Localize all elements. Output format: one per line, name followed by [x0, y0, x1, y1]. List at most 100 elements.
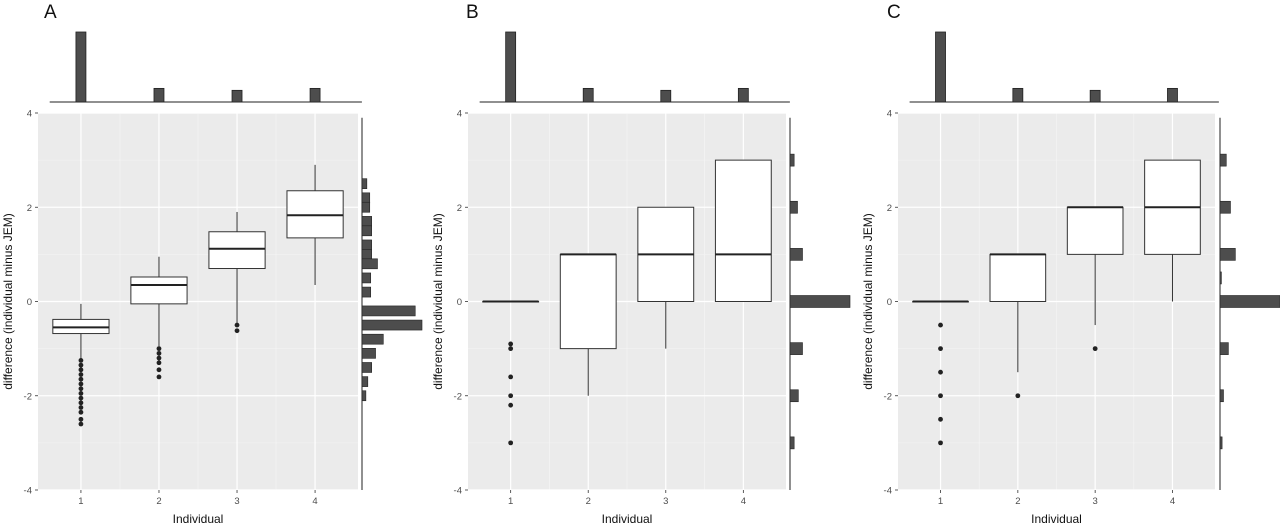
y-tick-label: 2: [887, 203, 892, 214]
side-hist-bar: [361, 348, 376, 359]
outlier-point: [508, 374, 514, 380]
panel-label: C: [887, 2, 901, 23]
outlier-point: [78, 367, 84, 373]
outlier-point: [156, 374, 162, 380]
outlier-point: [78, 386, 84, 392]
side-hist-bar: [1219, 389, 1224, 403]
outlier-point: [78, 390, 84, 396]
y-tick-label: 0: [457, 297, 462, 308]
outlier-point: [508, 341, 514, 347]
x-tick-label: 2: [1015, 496, 1020, 507]
box-1: [912, 300, 969, 446]
side-hist-bar: [1219, 153, 1227, 167]
top-hist-bar: [935, 31, 946, 103]
outlier-point: [938, 393, 943, 399]
box-2: [559, 253, 617, 396]
side-hist-bar: [1219, 248, 1236, 261]
outlier-point: [938, 346, 943, 352]
box-body: [130, 276, 188, 305]
top-hist-bar: [582, 87, 594, 103]
box-4: [714, 159, 772, 302]
top-hist-bar: [1167, 87, 1178, 103]
y-tick-label: 0: [27, 297, 32, 308]
x-axis-title: Individual: [173, 512, 224, 526]
outlier-point: [156, 360, 162, 366]
top-hist-bar: [231, 89, 243, 103]
top-hist-bar: [660, 89, 672, 103]
outlier-point: [938, 369, 943, 375]
top-hist-bar: [1089, 89, 1101, 103]
y-tick-label: 0: [887, 297, 892, 308]
side-hist-bar: [1219, 295, 1280, 308]
y-tick-label: -2: [24, 391, 32, 402]
box-body: [208, 231, 266, 270]
top-hist-bar: [737, 87, 749, 103]
outlier-point: [78, 409, 84, 415]
side-hist-bar: [361, 376, 369, 387]
box-body: [989, 253, 1047, 302]
x-tick-label: 3: [663, 496, 668, 507]
top-hist-bar: [505, 31, 517, 103]
outlier-point: [78, 416, 84, 422]
outlier-point: [508, 402, 514, 408]
outlier-point: [78, 372, 84, 377]
box-body: [559, 253, 617, 350]
side-hist-bar: [789, 389, 799, 403]
box-1: [52, 303, 110, 427]
outlier-point: [1092, 346, 1098, 352]
y-tick-label: -4: [24, 486, 32, 497]
box-2: [989, 253, 1047, 399]
box-3: [208, 211, 266, 334]
box-3: [637, 206, 695, 349]
side-hist-bar: [789, 436, 795, 450]
panel-label: B: [466, 2, 479, 23]
side-hist-bar: [361, 305, 416, 317]
outlier-point: [938, 440, 943, 446]
y-tick-label: 4: [887, 109, 892, 120]
side-hist-bar: [361, 286, 372, 298]
outlier-point: [508, 393, 514, 399]
side-hist-bar: [789, 248, 803, 261]
y-tick-label: 4: [27, 109, 32, 120]
panel-c: C -4 -2 0 2 4 1 2 3 4 Individual difference (indivi…: [861, 2, 1280, 526]
y-tick-label: 2: [457, 203, 462, 214]
side-hist-bar: [361, 178, 368, 189]
outlier-point: [78, 400, 84, 406]
outlier-point: [234, 328, 240, 334]
y-axis-title: difference (individual minus JEM): [861, 213, 875, 390]
side-hist-bar: [361, 362, 372, 373]
side-hist-bar: [361, 239, 372, 251]
side-hist-bar: [361, 258, 378, 270]
side-hist-bar: [789, 295, 851, 308]
y-tick-label: -4: [884, 486, 892, 497]
box-4: [286, 164, 344, 286]
side-hist-bar: [361, 272, 372, 284]
outlier-point: [78, 376, 84, 382]
y-tick-label: 4: [457, 109, 462, 120]
y-tick-label: -4: [454, 486, 462, 497]
box-1: [482, 300, 540, 446]
top-hist-bar: [309, 87, 321, 103]
side-hist-bar: [361, 390, 367, 402]
outlier-point: [156, 355, 162, 361]
x-tick-label: 1: [508, 496, 513, 507]
x-tick-label: 4: [312, 496, 317, 507]
side-hist-bar: [1219, 200, 1231, 214]
side-hist-bar: [789, 153, 795, 167]
outlier-point: [938, 416, 943, 422]
outlier-point: [234, 322, 240, 328]
y-tick-label: -2: [884, 391, 892, 402]
outlier-point: [156, 346, 162, 352]
outlier-point: [78, 421, 84, 427]
x-axis-title: Individual: [602, 512, 653, 526]
side-hist-bar: [361, 319, 423, 331]
side-hist-bar: [361, 216, 372, 227]
y-axis-title: difference (individual minus JEM): [431, 213, 445, 390]
outlier-point: [938, 322, 943, 328]
y-tick-label: 2: [27, 203, 32, 214]
outlier-point: [508, 346, 514, 352]
x-tick-label: 1: [78, 496, 83, 507]
top-hist-bar: [1012, 87, 1024, 103]
side-hist-bar: [1219, 436, 1223, 450]
